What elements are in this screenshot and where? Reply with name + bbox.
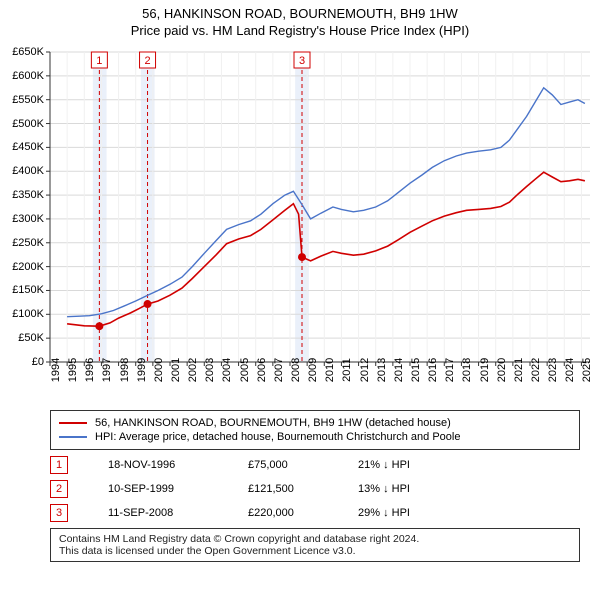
x-tick-label: 2003	[204, 358, 216, 382]
chart-container: 56, HANKINSON ROAD, BOURNEMOUTH, BH9 1HW…	[0, 0, 600, 562]
svg-text:2: 2	[144, 55, 150, 67]
legend: 56, HANKINSON ROAD, BOURNEMOUTH, BH9 1HW…	[50, 410, 580, 450]
title-block: 56, HANKINSON ROAD, BOURNEMOUTH, BH9 1HW…	[0, 0, 600, 42]
x-tick-label: 2014	[393, 358, 405, 382]
y-tick-label: £400K	[4, 165, 44, 177]
sale-delta: 13% ↓ HPI	[358, 483, 468, 495]
x-tick-label: 2008	[290, 358, 302, 382]
x-tick-label: 2012	[359, 358, 371, 382]
sales-row: 1 18-NOV-1996 £75,000 21% ↓ HPI	[50, 456, 580, 474]
x-tick-label: 2025	[581, 358, 593, 382]
legend-item: HPI: Average price, detached house, Bour…	[59, 431, 571, 443]
x-tick-label: 2023	[547, 358, 559, 382]
y-tick-label: £50K	[4, 332, 44, 344]
sales-table: 1 18-NOV-1996 £75,000 21% ↓ HPI 2 10-SEP…	[50, 456, 580, 522]
sales-row: 2 10-SEP-1999 £121,500 13% ↓ HPI	[50, 480, 580, 498]
y-tick-label: £350K	[4, 189, 44, 201]
sale-date: 11-SEP-2008	[108, 507, 248, 519]
x-tick-label: 2019	[479, 358, 491, 382]
svg-text:3: 3	[299, 55, 305, 67]
x-tick-label: 2015	[410, 358, 422, 382]
title-line1: 56, HANKINSON ROAD, BOURNEMOUTH, BH9 1HW	[0, 6, 600, 21]
legend-swatch	[59, 422, 87, 424]
y-tick-label: £600K	[4, 70, 44, 82]
x-tick-label: 2016	[427, 358, 439, 382]
sale-price: £121,500	[248, 483, 358, 495]
x-tick-label: 1994	[50, 358, 62, 382]
x-tick-label: 2011	[341, 358, 353, 382]
x-tick-label: 2022	[530, 358, 542, 382]
sale-delta: 29% ↓ HPI	[358, 507, 468, 519]
x-tick-label: 2010	[324, 358, 336, 382]
x-tick-label: 1999	[136, 358, 148, 382]
x-tick-label: 2000	[153, 358, 165, 382]
x-tick-label: 1998	[119, 358, 131, 382]
x-tick-label: 2005	[239, 358, 251, 382]
y-tick-label: £300K	[4, 213, 44, 225]
y-tick-label: £550K	[4, 94, 44, 106]
sale-price: £220,000	[248, 507, 358, 519]
x-tick-label: 1997	[101, 358, 113, 382]
x-tick-label: 1995	[67, 358, 79, 382]
x-tick-label: 1996	[84, 358, 96, 382]
x-tick-label: 2018	[461, 358, 473, 382]
x-tick-label: 2007	[273, 358, 285, 382]
title-line2: Price paid vs. HM Land Registry's House …	[0, 23, 600, 38]
x-tick-label: 2020	[496, 358, 508, 382]
chart-svg: 1 2 3	[0, 42, 600, 402]
x-tick-label: 2013	[376, 358, 388, 382]
sale-marker-box: 1	[50, 456, 68, 474]
x-tick-label: 2001	[170, 358, 182, 382]
y-tick-label: £100K	[4, 308, 44, 320]
y-tick-label: £450K	[4, 141, 44, 153]
legend-swatch	[59, 436, 87, 438]
x-tick-label: 2021	[513, 358, 525, 382]
x-tick-label: 2017	[444, 358, 456, 382]
sales-row: 3 11-SEP-2008 £220,000 29% ↓ HPI	[50, 504, 580, 522]
sale-marker-box: 2	[50, 480, 68, 498]
y-tick-label: £650K	[4, 46, 44, 58]
legend-item: 56, HANKINSON ROAD, BOURNEMOUTH, BH9 1HW…	[59, 417, 571, 429]
y-tick-label: £150K	[4, 284, 44, 296]
x-tick-label: 2004	[221, 358, 233, 382]
footer-line1: Contains HM Land Registry data © Crown c…	[59, 533, 571, 545]
sale-date: 10-SEP-1999	[108, 483, 248, 495]
y-tick-label: £200K	[4, 261, 44, 273]
x-tick-label: 2002	[187, 358, 199, 382]
y-tick-label: £500K	[4, 118, 44, 130]
footer-line2: This data is licensed under the Open Gov…	[59, 545, 571, 557]
x-tick-label: 2009	[307, 358, 319, 382]
sale-date: 18-NOV-1996	[108, 459, 248, 471]
y-tick-label: £250K	[4, 237, 44, 249]
legend-label: HPI: Average price, detached house, Bour…	[95, 431, 460, 443]
legend-label: 56, HANKINSON ROAD, BOURNEMOUTH, BH9 1HW…	[95, 417, 451, 429]
svg-text:1: 1	[96, 55, 102, 67]
x-tick-label: 2024	[564, 358, 576, 382]
sale-price: £75,000	[248, 459, 358, 471]
y-tick-label: £0	[4, 356, 44, 368]
sale-delta: 21% ↓ HPI	[358, 459, 468, 471]
chart-area: 1 2 3 £0 £50K £100K £150K £200K £250K £300K £350K…	[0, 42, 600, 402]
x-tick-label: 2006	[256, 358, 268, 382]
sale-marker-box: 3	[50, 504, 68, 522]
footer: Contains HM Land Registry data © Crown c…	[50, 528, 580, 562]
